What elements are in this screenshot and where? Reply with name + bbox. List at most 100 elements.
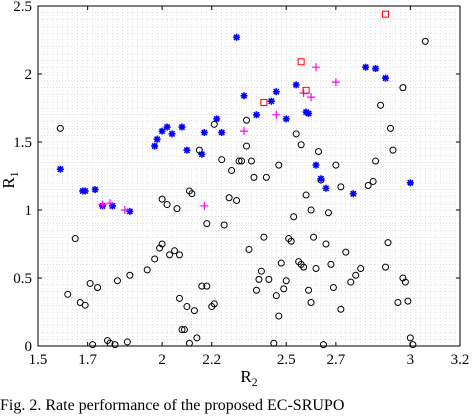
circle-marker (188, 190, 196, 198)
asterisk-marker (267, 97, 275, 105)
circle-marker (272, 292, 280, 300)
data-markers (56, 10, 429, 349)
circle-marker (143, 266, 151, 274)
plus-marker (272, 110, 281, 119)
circle-marker (183, 303, 191, 311)
y-axis-label: R1 (0, 171, 21, 188)
circle-marker (357, 264, 365, 272)
circle-marker (384, 239, 392, 247)
circle-marker (56, 124, 64, 132)
y-tick-label: 1 (25, 203, 33, 219)
asterisk-marker (382, 74, 390, 82)
circle-marker (275, 161, 283, 169)
circle-marker (203, 282, 211, 290)
asterisk-marker (168, 130, 176, 138)
circle-marker (238, 157, 246, 165)
circle-marker (178, 326, 186, 334)
circle-marker (377, 101, 385, 109)
circle-marker (166, 251, 174, 259)
y-tick-label: 2 (25, 67, 33, 83)
asterisk-marker (322, 184, 330, 192)
circle-marker (218, 156, 226, 164)
circle-marker (126, 271, 134, 279)
circle-marker (372, 157, 380, 165)
asterisk-marker (233, 33, 241, 41)
asterisk-marker (218, 128, 226, 136)
asterisk-marker (406, 179, 414, 187)
circle-marker (225, 194, 233, 202)
circle-marker (252, 286, 260, 294)
asterisk-marker (305, 109, 313, 117)
plus-marker (240, 127, 249, 136)
circle-marker (401, 278, 409, 286)
circle-marker (228, 167, 236, 175)
x-tick-label: 2.2 (202, 352, 221, 368)
square-marker (260, 99, 268, 107)
plus-marker (312, 63, 321, 72)
asterisk-marker (56, 165, 64, 173)
circle-marker (262, 173, 270, 181)
circle-marker (190, 307, 198, 315)
circle-marker (113, 277, 121, 285)
circle-marker (409, 341, 417, 349)
circle-marker (297, 141, 305, 149)
circle-marker (337, 305, 345, 313)
circle-marker (260, 233, 268, 241)
y-tick-label: 0.5 (13, 271, 32, 287)
circle-marker (247, 157, 255, 165)
square-marker (297, 58, 305, 66)
asterisk-marker (163, 123, 171, 131)
asterisk-marker (240, 92, 248, 100)
circle-marker (255, 275, 263, 283)
asterisk-marker (349, 190, 357, 198)
square-marker (382, 10, 390, 18)
scatter-chart: 1.5 1.7 2 2.2 2.5 2.7 3 3.2 0 0.5 1 1.5 2 2.5 R2 R1 (0, 0, 469, 389)
circle-marker (245, 245, 253, 253)
circle-marker (282, 277, 290, 285)
circle-marker (257, 267, 265, 275)
circle-marker (158, 240, 166, 248)
x-tick-label: 3.2 (451, 352, 470, 368)
asterisk-marker (312, 161, 320, 169)
circle-marker (322, 240, 330, 248)
circle-marker (123, 338, 131, 346)
tick-labels: 1.5 1.7 2 2.2 2.5 2.7 3 3.2 0 0.5 1 1.5 2 2.5 (13, 0, 469, 368)
x-tick-label: 1.5 (29, 352, 48, 368)
circle-marker (421, 37, 429, 45)
circle-marker (220, 221, 228, 229)
circle-marker (404, 297, 412, 305)
circle-marker (86, 279, 94, 287)
circle-marker (342, 248, 350, 256)
asterisk-marker (151, 142, 159, 150)
circle-marker (406, 334, 414, 342)
circle-marker (327, 260, 335, 268)
circle-marker (347, 278, 355, 286)
y-tick-label: 1.5 (13, 135, 32, 151)
circle-marker (277, 259, 285, 267)
circle-marker (243, 116, 251, 124)
asterisk-marker (292, 81, 300, 89)
circle-marker (198, 282, 206, 290)
asterisk-marker (108, 202, 116, 210)
circle-marker (235, 157, 243, 165)
circle-marker (352, 271, 360, 279)
plus-marker (120, 206, 129, 214)
circle-marker (243, 142, 251, 150)
asterisk-marker (91, 186, 99, 194)
asterisk-marker (183, 146, 191, 154)
asterisk-marker (198, 150, 206, 158)
circle-marker (175, 294, 183, 302)
circle-marker (210, 300, 218, 308)
plus-marker (331, 78, 340, 87)
x-tick-label: 1.7 (78, 352, 97, 368)
y-tick-label: 2.5 (13, 0, 32, 15)
square-marker (302, 86, 310, 94)
circle-marker (332, 161, 340, 169)
circle-marker (287, 237, 295, 245)
asterisk-marker (158, 127, 166, 135)
y-tick-label: 0 (25, 339, 33, 355)
plus-marker (105, 199, 114, 208)
circle-marker (158, 195, 166, 203)
x-axis-label: R2 (240, 367, 257, 389)
circle-marker (163, 201, 171, 209)
